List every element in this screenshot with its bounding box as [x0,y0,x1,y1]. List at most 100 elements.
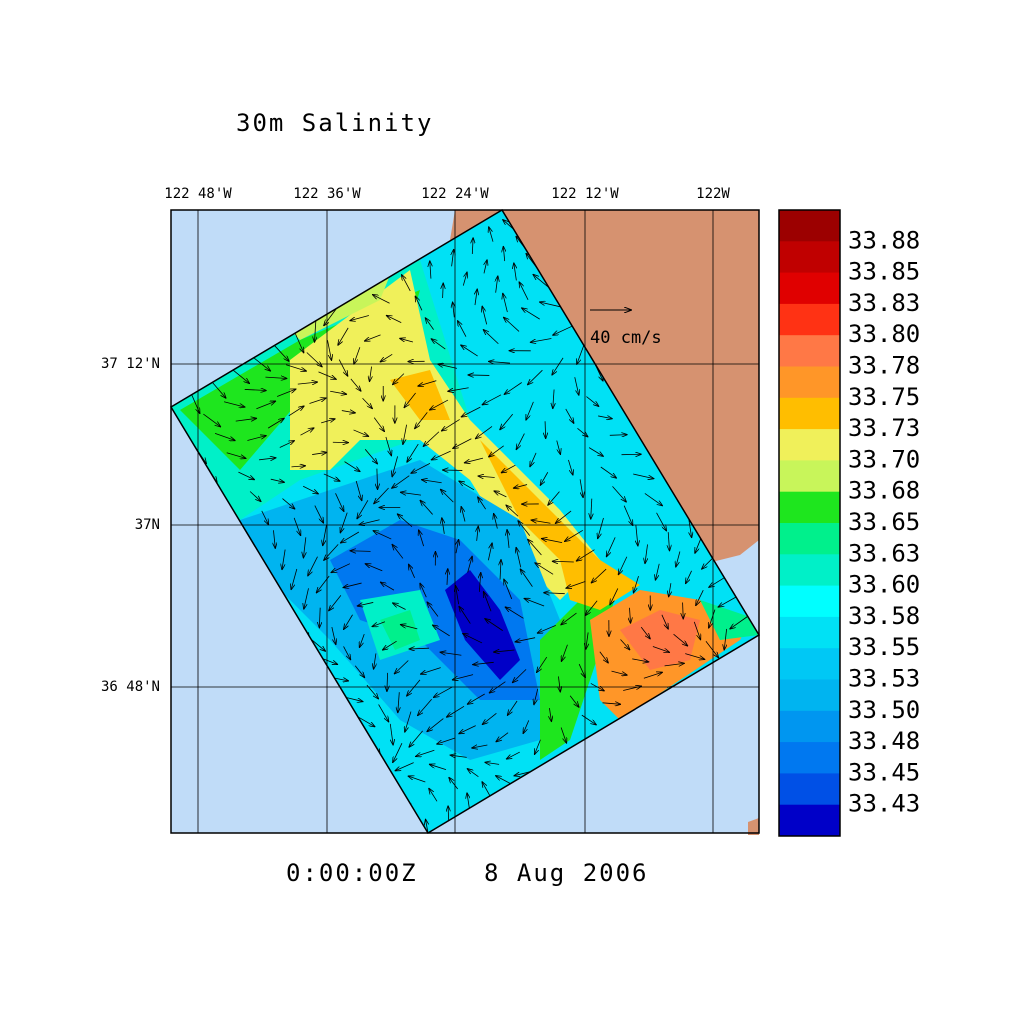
vector [471,745,488,748]
vector [354,347,361,364]
vector [267,418,284,429]
vector [373,487,389,504]
vector [357,500,369,519]
vector [464,457,484,463]
vector [350,378,361,392]
vector [357,602,374,606]
vector [632,658,649,662]
vector [297,382,318,384]
vector [405,711,412,733]
vector [477,526,479,541]
vector [302,485,319,494]
vector [643,672,663,679]
vector [475,426,493,439]
vector [328,595,342,611]
colorbar-label: 33.58 [848,602,920,630]
vector [442,517,445,534]
vector [431,339,446,350]
vector [552,357,564,376]
vector [507,529,509,548]
vector [323,473,341,481]
land [748,818,759,835]
vector [493,513,498,529]
vector [484,618,503,631]
vector [407,443,419,462]
colorbar-label: 33.50 [848,696,920,724]
colorbar-label: 33.43 [848,790,920,818]
vector [483,591,492,612]
vector [452,674,474,680]
vector [276,389,296,397]
vector [398,692,400,713]
colorbar-band [779,491,840,524]
vector [343,614,353,630]
vector [556,440,561,455]
colorbar-label: 33.65 [848,508,920,536]
vector [446,705,465,717]
vector [620,639,631,650]
vector [535,563,554,575]
vector [362,397,373,409]
vector [353,429,370,437]
vector [485,762,500,764]
vector [404,392,416,408]
vector [349,315,369,321]
vector [323,524,327,546]
vector [459,606,471,624]
vector [683,602,684,620]
vector [506,751,520,759]
vector [467,792,469,809]
vector [633,473,654,479]
lat-label: 37N [135,517,160,533]
vector [526,401,534,421]
vector [565,581,586,588]
colorbar-band [779,648,840,680]
vector [247,436,266,441]
vector [673,633,688,646]
vector [423,431,440,447]
vector [526,253,538,269]
vector [500,559,501,580]
colorbar-band [779,460,840,493]
vector [644,493,663,506]
vector [393,743,403,763]
vector [411,463,431,473]
vector [591,568,607,583]
vector [512,669,527,683]
vector [724,628,727,650]
vector [253,357,271,372]
vector [330,391,347,394]
salinity-patch [445,570,520,680]
vector [668,532,669,551]
vector [467,693,485,704]
colorbar-label: 33.88 [848,226,920,254]
vector [633,576,639,593]
vector [448,805,449,821]
vector [249,491,261,502]
vector [392,544,404,559]
vector [414,412,428,429]
colorbar-label: 33.63 [848,539,920,567]
vector [431,450,451,460]
vector [373,530,392,540]
vector [718,596,736,607]
vector [373,653,375,669]
vector [598,416,613,419]
vector [420,667,441,675]
vector [618,556,628,575]
vector [489,681,506,694]
vector [291,466,305,467]
vector [478,476,495,478]
vector [655,563,660,581]
vector [392,373,405,385]
vector [585,600,598,616]
colorbar-label: 33.60 [848,571,920,599]
vector [579,479,583,498]
vector [334,678,349,681]
vector [519,282,529,300]
vector [561,644,568,662]
vector [436,737,456,744]
vector [504,382,522,394]
vector [421,480,442,484]
vector [705,641,719,658]
